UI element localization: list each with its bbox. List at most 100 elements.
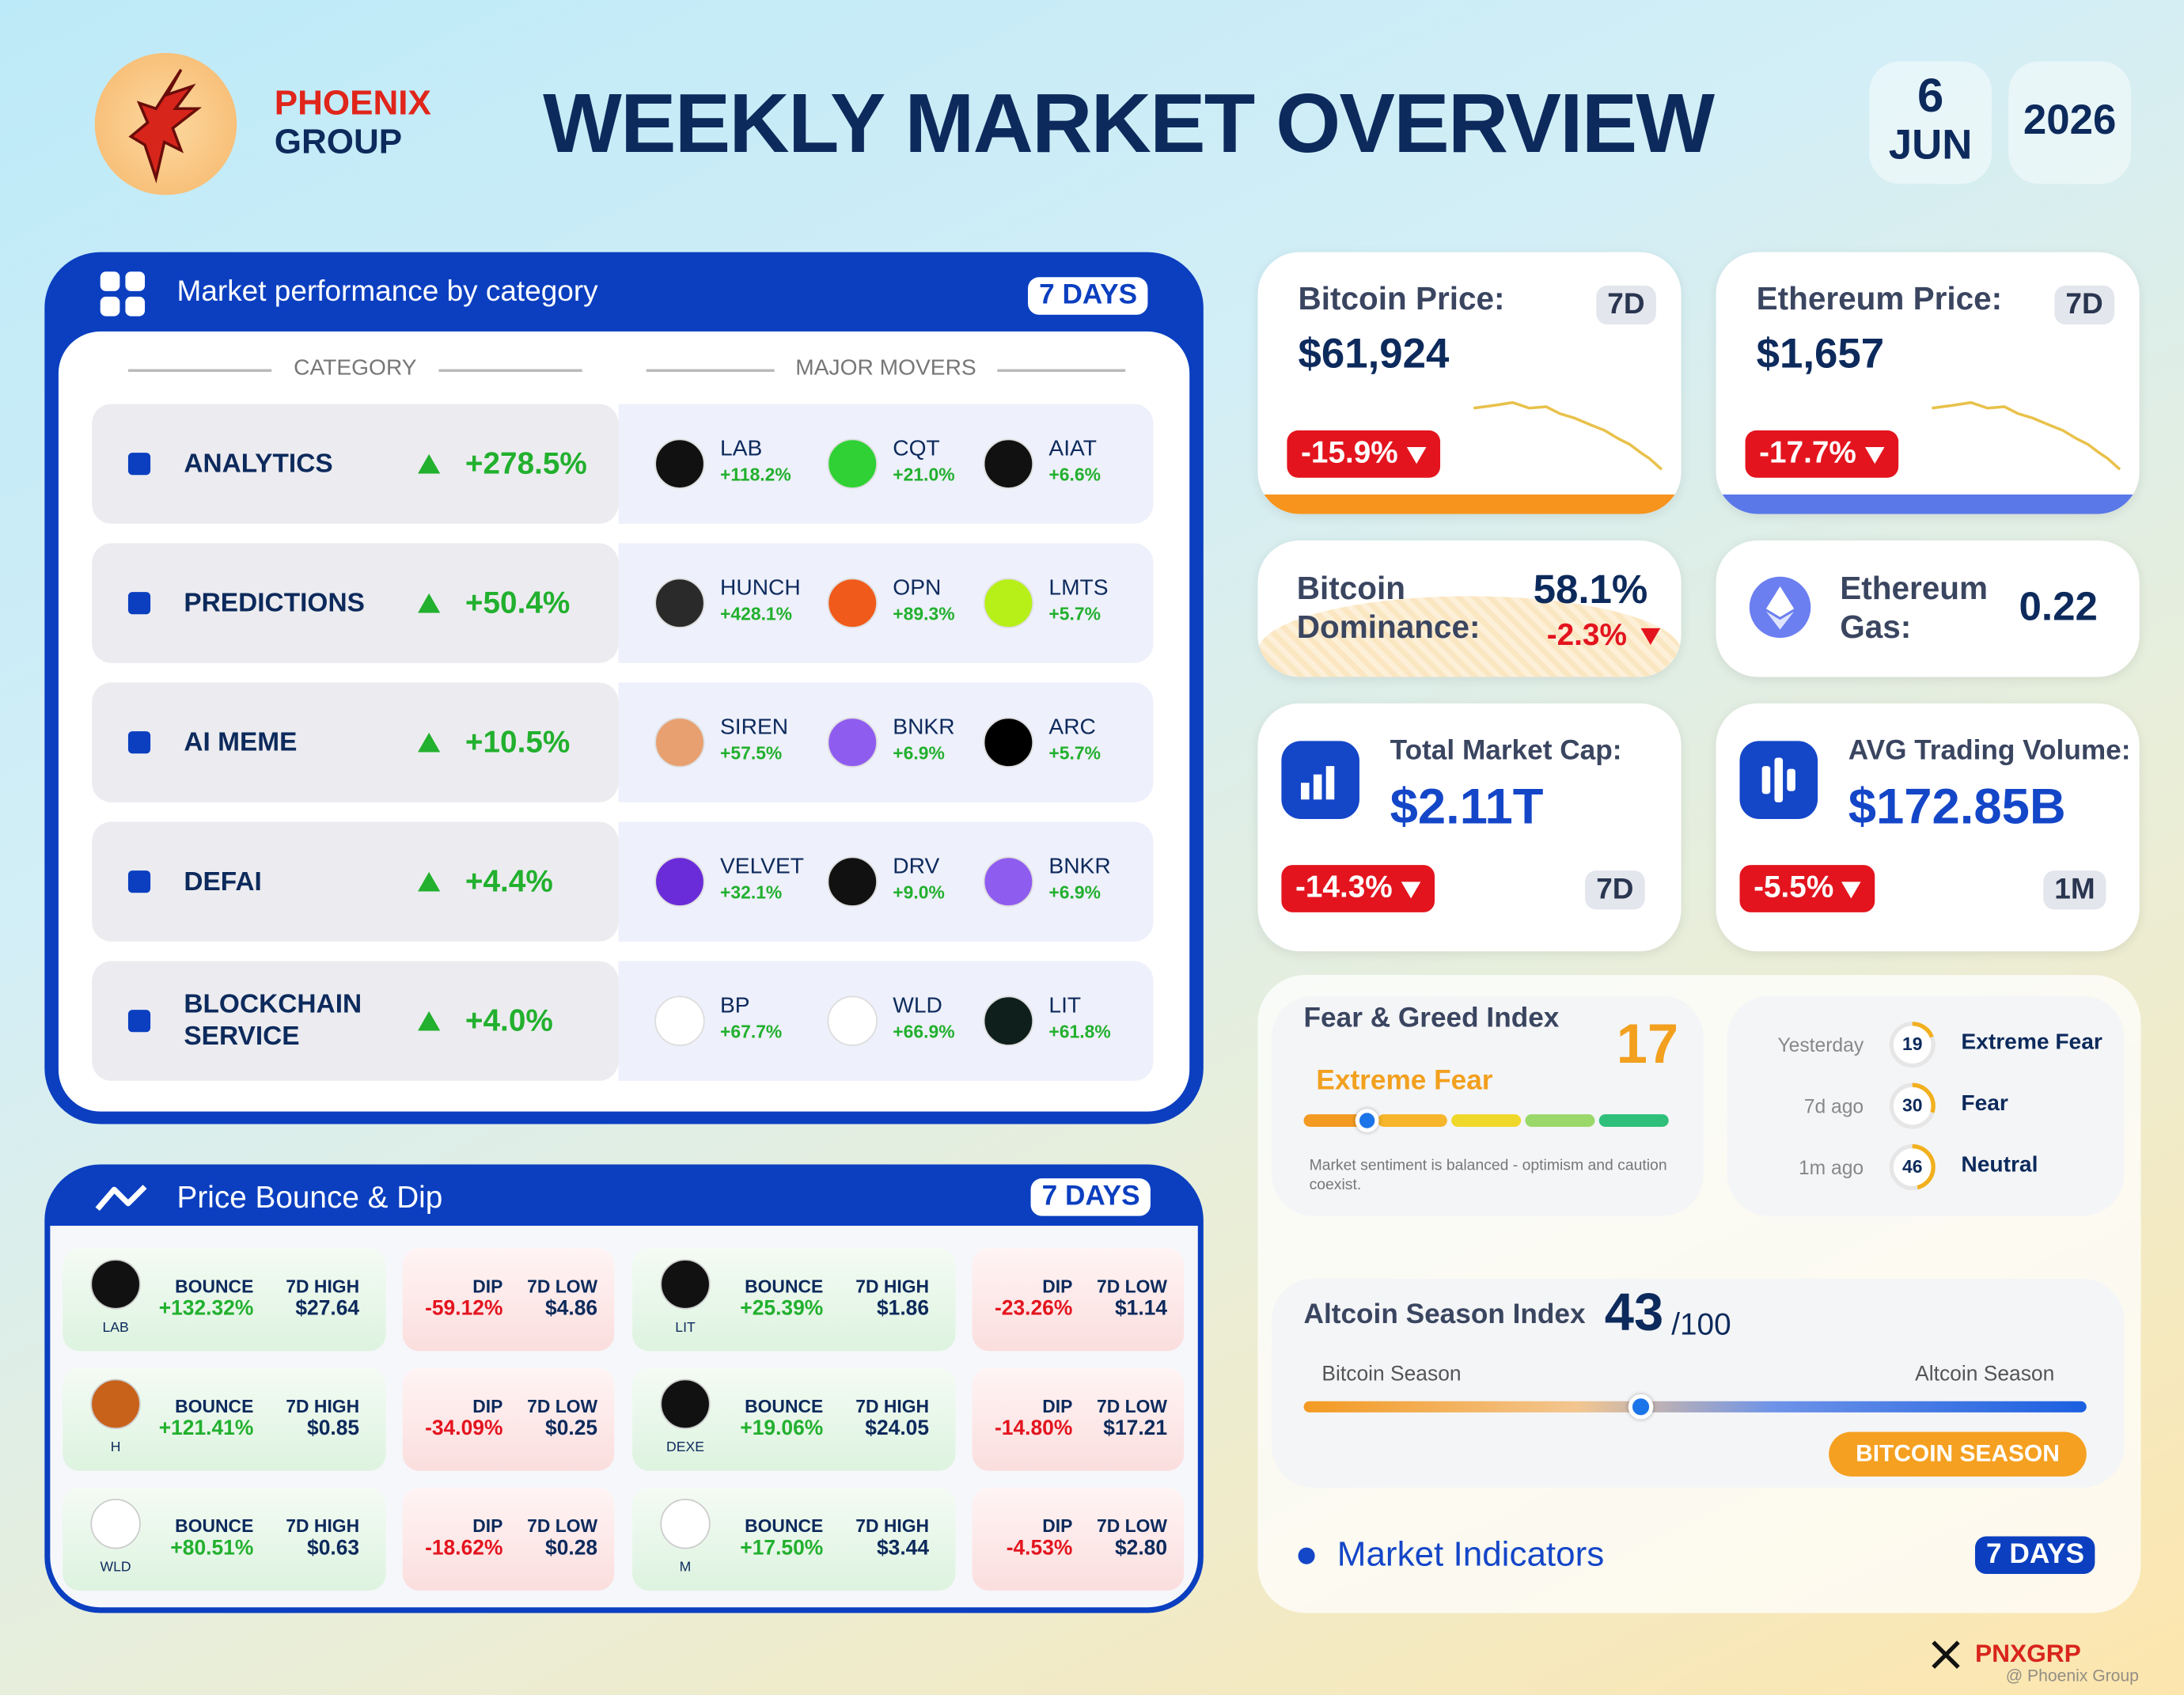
- token-change: +9.0%: [893, 882, 945, 903]
- movers-cell: [618, 682, 1154, 802]
- change-pill: -17.7%: [1745, 430, 1898, 478]
- down-arrow: [1841, 882, 1862, 899]
- up-arrow: [418, 453, 441, 474]
- category-cell: [92, 543, 619, 663]
- token-symbol: BNKR: [1048, 855, 1111, 879]
- change-pill: -15.9%: [1287, 430, 1440, 478]
- high-value: $3.44: [876, 1536, 930, 1560]
- token-name: DEXE: [666, 1440, 704, 1456]
- token-symbol: WLD: [893, 994, 942, 1018]
- token-icon: [654, 995, 705, 1046]
- token-change: +118.2%: [720, 464, 791, 485]
- card-bar: [1257, 494, 1682, 514]
- gauge-segment: [1598, 1114, 1669, 1128]
- bounce-label: BOUNCE: [175, 1515, 254, 1537]
- divider: [997, 369, 1126, 372]
- eth-icon: [1749, 576, 1811, 639]
- token-symbol: AIAT: [1048, 437, 1097, 461]
- bullet: [127, 870, 151, 893]
- token-symbol: LMTS: [1048, 576, 1109, 601]
- gauge-segment: [1525, 1114, 1595, 1128]
- column-header: CATEGORY: [294, 356, 417, 381]
- category-name: ANALYTICS: [184, 449, 333, 480]
- date-year: 2026: [2023, 97, 2117, 144]
- low-value: $4.86: [545, 1296, 598, 1321]
- token-change: +32.1%: [720, 882, 783, 903]
- token-change: +21.0%: [893, 464, 955, 485]
- dip-value: -4.53%: [1006, 1536, 1073, 1560]
- token-icon: [983, 856, 1034, 907]
- dip-value: -18.62%: [425, 1536, 503, 1560]
- token-icon: [660, 1378, 711, 1429]
- card-wave: [1257, 596, 1682, 677]
- dip-cell: [402, 1367, 615, 1471]
- season-badge: BITCOIN SEASON: [1829, 1431, 2087, 1477]
- up-arrow: [418, 871, 441, 892]
- high-label: 7D HIGH: [286, 1395, 360, 1417]
- card-value: 0.22: [2019, 585, 2098, 630]
- token-icon: [827, 438, 878, 489]
- category-cell: [92, 682, 619, 802]
- dip-label: DIP: [1042, 1515, 1073, 1537]
- token-change: +6.9%: [893, 742, 945, 764]
- date-box: [2008, 61, 2132, 184]
- high-label: 7D HIGH: [286, 1515, 360, 1537]
- card-change: -2.3%: [1546, 616, 1627, 652]
- dip-label: DIP: [1042, 1276, 1073, 1297]
- token-symbol: OPN: [893, 576, 942, 601]
- season-track: [1303, 1401, 2087, 1412]
- token-symbol: LIT: [1048, 994, 1082, 1018]
- season-marker: [1628, 1394, 1653, 1420]
- category-change: +278.5%: [464, 446, 587, 481]
- bounce-value: +80.51%: [170, 1536, 254, 1560]
- panel-title: Price Bounce & Dip: [176, 1179, 443, 1215]
- sparkline: [1932, 400, 2121, 471]
- movers-cell: [618, 404, 1154, 524]
- altcoin-value: 43: [1604, 1284, 1664, 1343]
- category-change: +4.4%: [464, 863, 553, 899]
- sparkline: [1473, 400, 1663, 471]
- bounce-label: BOUNCE: [175, 1276, 254, 1297]
- panel-title: Market performance by category: [176, 275, 598, 309]
- token-icon: [654, 578, 705, 628]
- token-change: +61.8%: [1048, 1021, 1111, 1042]
- gauge-segment: [1377, 1114, 1447, 1128]
- divider: [646, 369, 775, 372]
- history-value: 19: [1902, 1033, 1923, 1055]
- bounce-value: +17.50%: [740, 1536, 824, 1560]
- bounce-label: BOUNCE: [745, 1395, 824, 1417]
- token-change: +5.7%: [1048, 603, 1101, 624]
- history-value: 30: [1902, 1094, 1923, 1116]
- token-symbol: BNKR: [893, 715, 955, 740]
- category-cell: [92, 821, 619, 942]
- high-value: $24.05: [865, 1416, 930, 1441]
- card: [1272, 995, 1704, 1216]
- low-value: $2.80: [1114, 1536, 1168, 1560]
- card-value: 58.1%: [1533, 568, 1648, 613]
- divider: [438, 369, 582, 372]
- high-value: $0.85: [307, 1416, 360, 1441]
- token-symbol: BP: [720, 994, 750, 1018]
- gauge-segment: [1451, 1114, 1522, 1128]
- token-symbol: HUNCH: [720, 576, 801, 601]
- down-arrow: [1401, 882, 1420, 899]
- low-label: 7D LOW: [1097, 1515, 1168, 1537]
- high-value: $27.64: [295, 1296, 360, 1321]
- low-value: $1.14: [1114, 1296, 1168, 1321]
- token-symbol: CQT: [893, 437, 940, 461]
- card-label: Ethereum Gas:: [1840, 569, 1988, 645]
- up-arrow: [418, 1011, 441, 1031]
- period-badge: 7D: [2054, 285, 2114, 325]
- token-icon: [983, 995, 1034, 1046]
- token-icon: [827, 578, 878, 628]
- card-icon: [1281, 741, 1359, 819]
- low-label: 7D LOW: [1097, 1395, 1168, 1417]
- token-icon: [654, 438, 705, 489]
- token-change: +6.9%: [1048, 882, 1101, 903]
- dip-value: -23.26%: [995, 1296, 1073, 1321]
- history-when: 7d ago: [1803, 1094, 1864, 1117]
- watermark: @ Phoenix Group: [2005, 1666, 2139, 1686]
- history-when: Yesterday: [1777, 1033, 1864, 1056]
- low-value: $17.21: [1103, 1416, 1168, 1441]
